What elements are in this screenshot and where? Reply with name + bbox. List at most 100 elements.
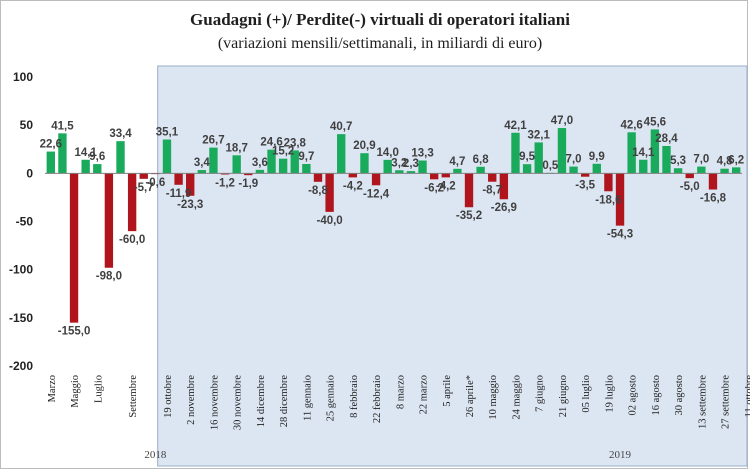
bar: [197, 170, 207, 174]
x-tick-label: 30 novembre: [233, 375, 244, 430]
data-label: 14,1: [74, 147, 97, 159]
bar: [499, 173, 509, 200]
data-label: 6,8: [473, 154, 490, 166]
data-label: -8,7: [482, 185, 502, 197]
data-label: 28,4: [655, 133, 678, 145]
data-label: -98,0: [96, 271, 122, 283]
bar: [104, 173, 114, 268]
bar: [418, 160, 427, 174]
data-label: 42,6: [620, 119, 642, 131]
data-label: -4,2: [343, 180, 363, 192]
bar: [267, 149, 276, 174]
x-tick-label: 14 dicembre: [256, 375, 267, 428]
bar: [360, 153, 369, 174]
x-tick-label: 16 novembre: [209, 375, 220, 430]
chart-title: Guadagni (+)/ Perdite(-) virtuali di ope…: [190, 10, 570, 29]
x-tick-label: 27 settembre: [721, 375, 732, 429]
x-tick-label: 25 gennaio: [326, 375, 337, 421]
bar: [604, 173, 613, 192]
bar: [244, 173, 253, 176]
bar: [139, 173, 148, 179]
x-tick-label: 26 aprile*: [465, 375, 476, 417]
data-label: 45,6: [644, 116, 666, 128]
x-tick-label: 02 agosto: [628, 375, 639, 416]
x-tick-label: Settembre: [128, 375, 139, 418]
data-label: 3,6: [252, 157, 268, 169]
bar: [174, 173, 183, 185]
x-tick-label: 11 gennaio: [302, 375, 313, 421]
bar: [116, 141, 125, 174]
bar: [673, 168, 683, 174]
x-tick-label: 30 agosto: [674, 375, 685, 416]
data-label: -4,2: [436, 180, 456, 192]
bar: [464, 173, 474, 208]
data-label: 26,7: [202, 135, 224, 147]
y-tick-label: 50: [20, 118, 34, 132]
data-label: -11,9: [166, 188, 192, 200]
data-label: 14,1: [632, 147, 655, 159]
data-label: 23,8: [284, 137, 307, 149]
data-label: -6,2: [424, 182, 444, 194]
data-label: 9,6: [89, 151, 105, 163]
data-label: 40,7: [330, 121, 352, 133]
bar: [325, 173, 334, 212]
bar: [580, 173, 590, 177]
x-tick-label: Marzo: [47, 375, 58, 402]
x-tick-label: 24 maggio: [511, 375, 522, 420]
data-label: -54,3: [607, 229, 633, 241]
x-tick-label: 19 ottobre: [163, 375, 174, 418]
data-label: -40,0: [316, 215, 342, 227]
bar: [313, 173, 323, 182]
data-label: 7,0: [693, 154, 709, 166]
bar: [81, 159, 90, 174]
x-tick-label: 22 febbraio: [372, 375, 383, 423]
x-tick-label: 16 agosto: [651, 375, 662, 416]
data-label: -1,2: [215, 177, 235, 189]
data-label: -60,0: [119, 234, 145, 246]
bar: [650, 129, 660, 174]
bar: [569, 166, 578, 174]
data-label: 9,5: [519, 151, 536, 163]
data-label: 4,7: [449, 156, 465, 168]
x-tick-label: 2 novembre: [186, 375, 197, 425]
data-label: 9,9: [589, 151, 605, 163]
x-tick-label: 13 settembre: [697, 375, 708, 429]
year-label: 2019: [609, 449, 632, 461]
bar: [406, 171, 416, 174]
data-label: -23,3: [177, 199, 203, 211]
bar: [720, 168, 729, 174]
bar: [732, 167, 741, 174]
data-label: -155,0: [58, 326, 91, 338]
bar: [522, 164, 532, 174]
x-tick-label: 8 marzo: [395, 375, 406, 409]
data-label: 18,7: [225, 142, 247, 154]
year-label: 2018: [144, 449, 167, 461]
chart-subtitle: (variazioni mensili/settimanali, in mili…: [218, 35, 542, 52]
data-label: 24,6: [260, 137, 282, 149]
x-tick-label: 05 luglio: [581, 375, 592, 413]
x-tick-label: 22 marzo: [419, 375, 430, 414]
bar: [592, 163, 601, 174]
bar: [395, 170, 404, 174]
data-label: 20,9: [353, 140, 375, 152]
bar: [127, 173, 137, 232]
shaded-period-background: [157, 65, 748, 467]
data-label: 9,7: [298, 151, 314, 163]
data-label: -5,0: [680, 181, 700, 193]
x-tick-label: 19 luglio: [604, 375, 615, 413]
data-label: 42,1: [504, 120, 527, 132]
bar: [662, 145, 671, 174]
data-label: -16,8: [700, 193, 727, 205]
bar: [302, 163, 311, 174]
bar: [708, 173, 718, 190]
data-label: 3,4: [194, 157, 211, 169]
data-label: 4,8: [717, 156, 734, 168]
bar: [429, 173, 439, 180]
x-tick-label: Luglio: [93, 375, 104, 403]
x-tick-label: 8 febbraio: [349, 375, 360, 418]
x-tick-label: 11 ottobre: [744, 375, 750, 418]
x-tick-label: 21 giugno: [558, 375, 569, 417]
data-label: -0,6: [145, 177, 165, 189]
data-label: -12,4: [363, 188, 390, 200]
